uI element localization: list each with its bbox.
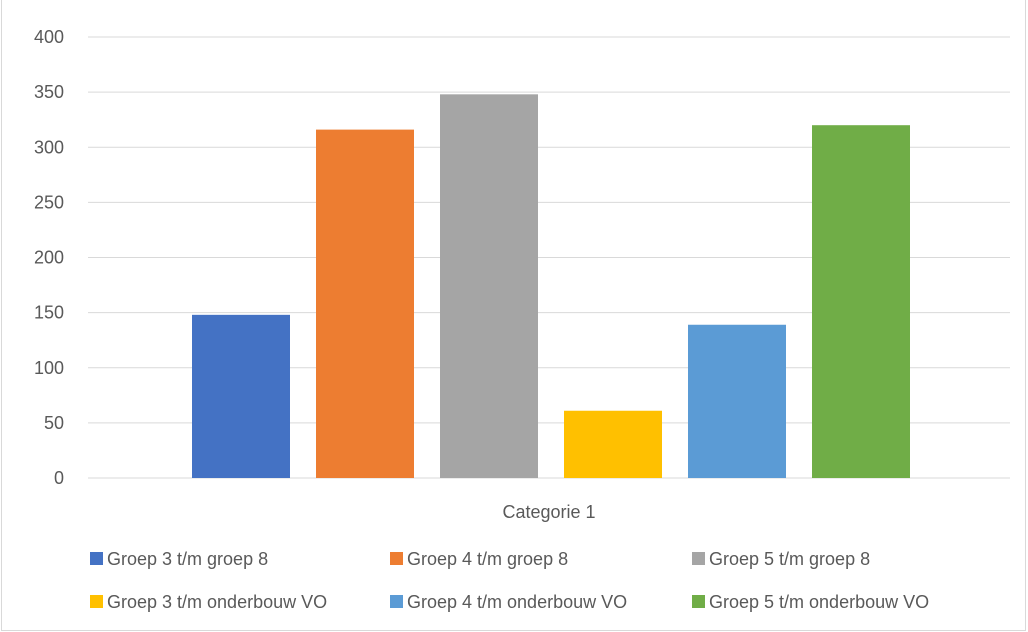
legend-swatch [692, 552, 705, 565]
legend-label: Groep 3 t/m onderbouw VO [107, 592, 327, 612]
legend-swatch [692, 595, 705, 608]
x-category-label: Categorie 1 [502, 502, 595, 522]
y-tick-label: 350 [34, 82, 64, 102]
y-tick-label: 0 [54, 468, 64, 488]
bar-6 [812, 125, 910, 478]
legend-label: Groep 5 t/m groep 8 [709, 549, 870, 569]
legend-swatch [390, 552, 403, 565]
bars [192, 94, 910, 479]
legend-swatch [390, 595, 403, 608]
bar-1 [192, 314, 290, 478]
legend-label: Groep 4 t/m groep 8 [407, 549, 568, 569]
y-tick-label: 150 [34, 303, 64, 323]
legend-label: Groep 5 t/m onderbouw VO [709, 592, 929, 612]
y-tick-label: 400 [34, 27, 64, 47]
legend-label: Groep 3 t/m groep 8 [107, 549, 268, 569]
x-axis-categories: Categorie 1 [502, 502, 595, 522]
y-tick-label: 300 [34, 137, 64, 157]
legend-swatch [90, 595, 103, 608]
bar-5 [688, 324, 786, 478]
y-axis-tick-labels: 0 50 100 150 200 250 300 350 400 [34, 27, 64, 488]
bar-3 [440, 94, 538, 478]
y-tick-label: 200 [34, 248, 64, 268]
legend: Groep 3 t/m groep 8 Groep 4 t/m groep 8 Gr… [90, 549, 929, 612]
bar-2 [316, 129, 414, 479]
bar-4 [564, 410, 662, 478]
y-tick-label: 250 [34, 192, 64, 212]
y-tick-label: 50 [44, 413, 64, 433]
legend-label: Groep 4 t/m onderbouw VO [407, 592, 627, 612]
legend-swatch [90, 552, 103, 565]
y-tick-label: 100 [34, 358, 64, 378]
